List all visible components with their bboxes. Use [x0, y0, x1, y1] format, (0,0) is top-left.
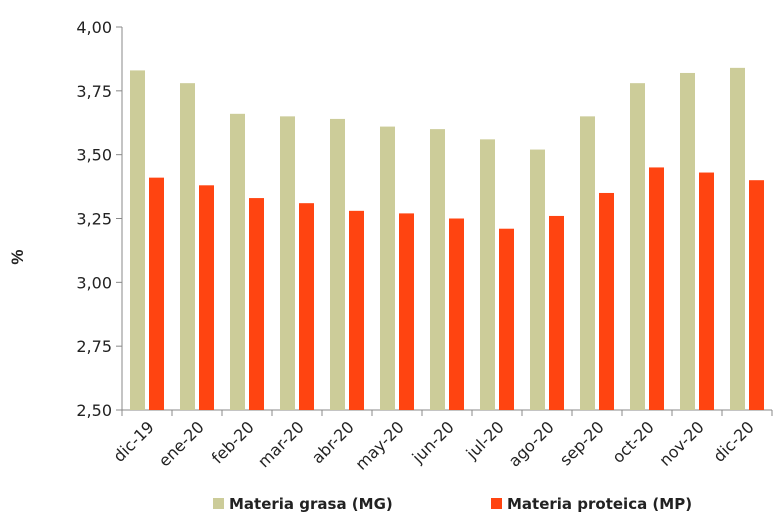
x-tick-label: ene-20 — [155, 417, 208, 470]
bar-mp — [499, 228, 514, 410]
chart-axes — [121, 27, 772, 411]
bar-mp — [349, 210, 364, 410]
x-tick-label: abr-20 — [308, 417, 358, 467]
chart-bars — [130, 67, 764, 411]
y-tick-label: 2,50 — [76, 401, 112, 420]
bar-mg — [330, 118, 345, 411]
x-tick-label: nov-20 — [655, 417, 707, 469]
bar-mp — [549, 215, 564, 410]
y-tick-label: 4,00 — [76, 18, 112, 37]
y-tick-label: 3,50 — [76, 146, 112, 165]
bar-mg — [680, 72, 695, 411]
x-tick-label: jul-20 — [462, 417, 508, 463]
legend-swatch-mg — [213, 498, 224, 509]
x-tick-label: dic-19 — [109, 417, 157, 465]
bar-mg — [480, 139, 495, 410]
bar-mp — [399, 213, 414, 410]
bar-mp — [249, 198, 264, 410]
bar-mg — [180, 83, 195, 410]
x-tick-label: dic-20 — [709, 417, 757, 465]
y-tick-label: 3,00 — [76, 273, 112, 292]
y-tick-label: 3,25 — [76, 210, 112, 229]
x-tick-label: feb-20 — [208, 417, 258, 467]
bar-mp — [199, 185, 214, 410]
y-tick-label: 3,75 — [76, 82, 112, 101]
bar-mp — [449, 218, 464, 410]
bar-mg — [130, 70, 145, 410]
x-tick-label: sep-20 — [556, 417, 608, 469]
x-tick-label: oct-20 — [608, 417, 657, 466]
bar-mp — [149, 177, 164, 410]
bar-mg — [230, 113, 245, 411]
y-axis-label: % — [8, 249, 27, 264]
y-tick-label: 2,75 — [76, 337, 112, 356]
legend-label-mg: Materia grasa (MG) — [229, 495, 393, 513]
x-tick-label: jun-20 — [408, 417, 458, 467]
x-tick-label: may-20 — [351, 417, 407, 473]
bar-mp — [699, 172, 714, 410]
bar-mg — [530, 149, 545, 410]
bar-mp — [599, 192, 614, 410]
bar-mg — [730, 67, 745, 410]
chart-legend: Materia grasa (MG) Materia proteica (MP) — [213, 495, 692, 513]
bar-mg — [380, 126, 395, 410]
bar-mg — [580, 116, 595, 410]
bar-mp — [649, 167, 664, 410]
bar-mg — [280, 116, 295, 410]
bar-mp — [299, 203, 314, 410]
legend-label-mp: Materia proteica (MP) — [507, 495, 692, 513]
x-tick-label: ago-20 — [505, 417, 558, 470]
bar-mg — [630, 83, 645, 410]
legend-swatch-mp — [491, 498, 502, 509]
x-tick-label: mar-20 — [254, 417, 308, 471]
bar-mg — [430, 129, 445, 410]
y-axis-ticks: 2,50 2,75 3,00 3,25 3,50 3,75 4,00 — [76, 18, 122, 420]
bar-mp — [749, 180, 764, 410]
